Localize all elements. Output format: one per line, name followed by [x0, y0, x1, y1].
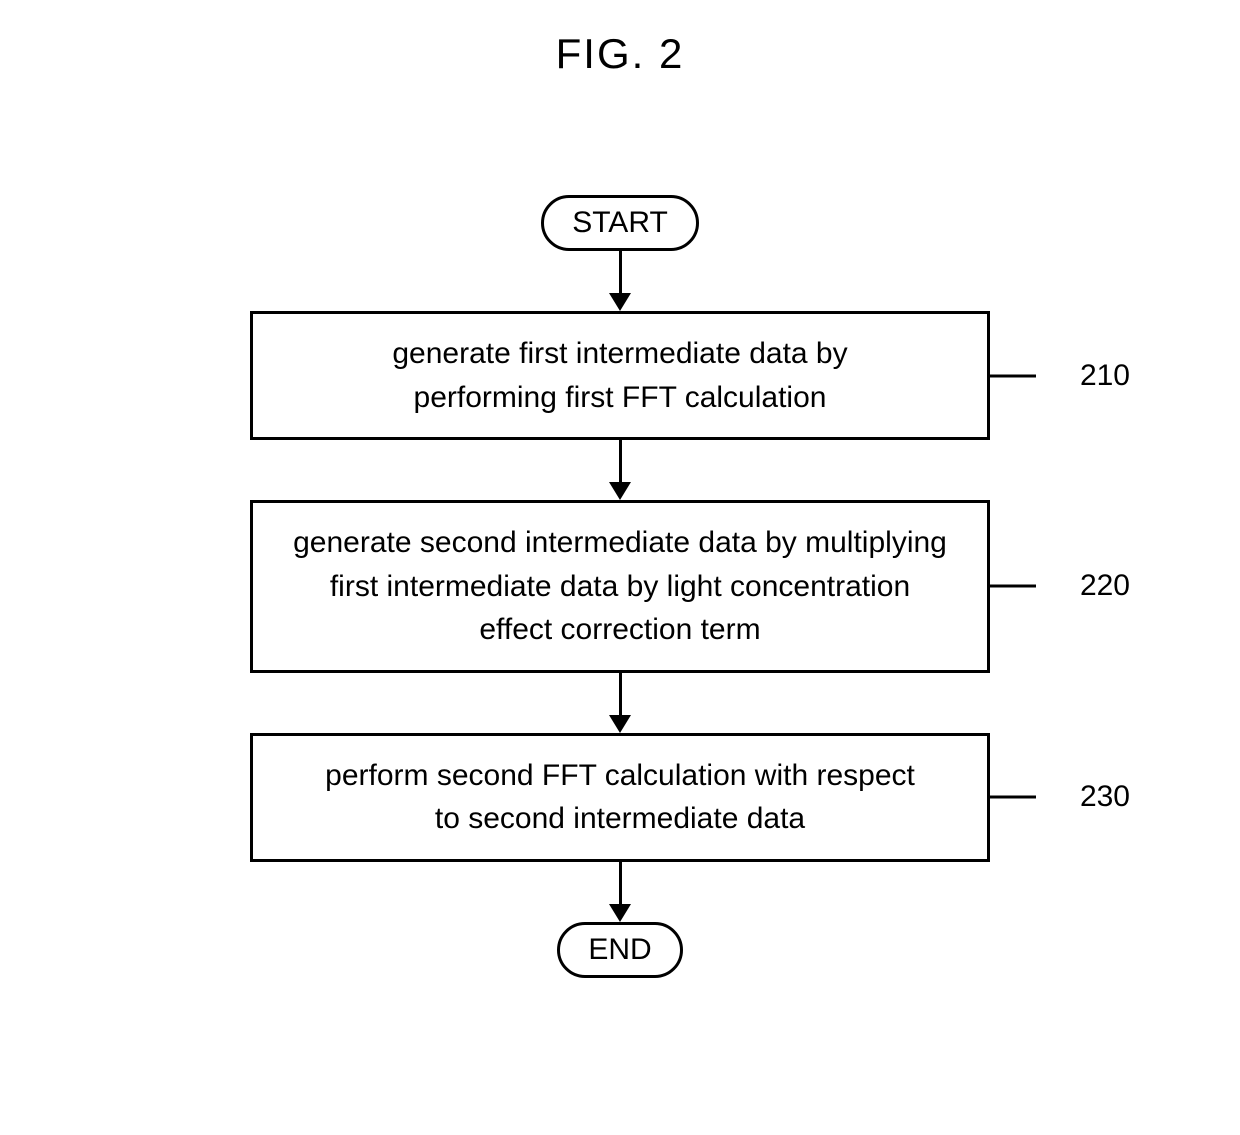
process-step-230-wrapper: perform second FFT calculation with resp… [250, 733, 990, 862]
arrow-line [619, 251, 622, 293]
process-step-220: generate second intermediate data by mul… [250, 500, 990, 673]
arrow-line [619, 862, 622, 904]
start-terminal: START [541, 195, 699, 251]
process-step-220-wrapper: generate second intermediate data by mul… [250, 500, 990, 673]
ref-label-230: 230 [1080, 780, 1130, 814]
process-step-230: perform second FFT calculation with resp… [250, 733, 990, 862]
arrow-1 [609, 251, 631, 311]
ref-label-220: 220 [1080, 569, 1130, 603]
figure-title: FIG. 2 [556, 30, 685, 78]
arrow-head-icon [609, 715, 631, 733]
arrow-head-icon [609, 904, 631, 922]
ref-connector [990, 796, 1036, 799]
flowchart-container: START generate first intermediate data b… [250, 195, 990, 978]
arrow-2 [609, 440, 631, 500]
arrow-head-icon [609, 482, 631, 500]
process-step-210-wrapper: generate first intermediate data byperfo… [250, 311, 990, 440]
end-terminal: END [557, 922, 682, 978]
arrow-head-icon [609, 293, 631, 311]
ref-connector [990, 585, 1036, 588]
arrow-line [619, 440, 622, 482]
ref-label-210: 210 [1080, 359, 1130, 393]
ref-connector [990, 374, 1036, 377]
process-step-210: generate first intermediate data byperfo… [250, 311, 990, 440]
arrow-4 [609, 862, 631, 922]
arrow-line [619, 673, 622, 715]
arrow-3 [609, 673, 631, 733]
